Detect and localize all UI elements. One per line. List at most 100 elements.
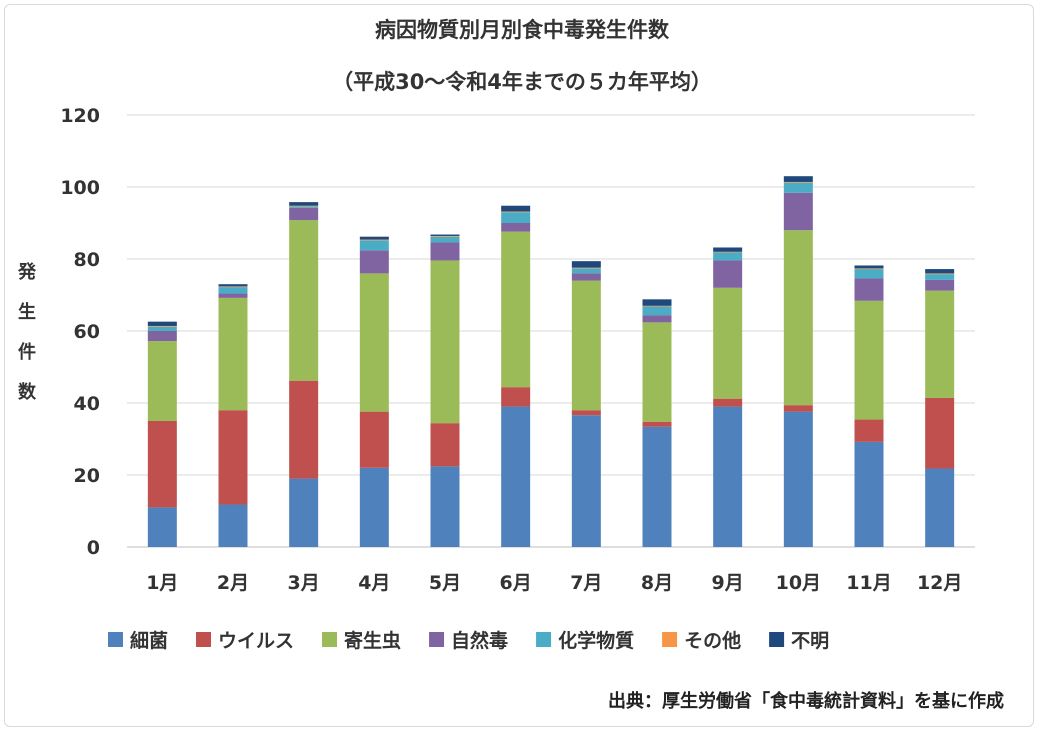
bar-segment <box>501 211 531 213</box>
bar-segment <box>501 406 531 547</box>
bar-segment <box>218 297 248 411</box>
bar-segment <box>783 405 813 412</box>
bar-segment <box>783 182 813 193</box>
bar-segment <box>713 260 743 288</box>
bar-segment <box>854 265 884 269</box>
bars <box>147 176 955 547</box>
bar-segment <box>571 267 601 269</box>
bar-segment <box>289 205 319 207</box>
bar-segment <box>289 478 319 547</box>
y-tick-label: 120 <box>60 105 100 127</box>
bar-segment <box>147 507 177 547</box>
bar-segment <box>571 410 601 416</box>
bar-segment <box>713 252 743 261</box>
legend-swatch <box>536 632 552 647</box>
chart-subtitle: （平成30～令和4年までの５カ年平均） <box>332 70 712 94</box>
legend-swatch <box>769 632 785 647</box>
bar-segment <box>218 293 248 298</box>
bar-segment <box>359 240 389 251</box>
legend-label: 化学物質 <box>558 629 634 652</box>
legend-label: ウイルス <box>218 630 294 652</box>
bar-segment <box>359 236 389 240</box>
y-tick-label: 40 <box>74 393 100 415</box>
x-tick-label: 9月 <box>712 572 744 594</box>
bar-segment <box>783 230 813 406</box>
bar-segment <box>289 380 319 479</box>
bar-segment <box>854 441 884 547</box>
x-tick-label: 2月 <box>217 572 249 594</box>
bar-segment <box>218 284 248 287</box>
bar-segment <box>289 202 319 206</box>
bar-segment <box>642 322 672 422</box>
bar-segment <box>642 315 672 323</box>
bar-segment <box>571 415 601 547</box>
bar-segment <box>147 326 177 331</box>
chart-title: 病因物質別月別食中毒発生件数 <box>375 18 670 42</box>
bar-segment <box>359 411 389 468</box>
bar-segment <box>713 406 743 547</box>
bar-segment <box>925 269 955 274</box>
legend-label: その他 <box>684 629 741 652</box>
bar-segment <box>925 397 955 469</box>
bar-segment <box>854 300 884 420</box>
bar-segment <box>218 286 248 288</box>
legend-label: 寄生虫 <box>344 629 401 652</box>
chart-frame <box>4 4 1034 727</box>
bar-segment <box>854 268 884 270</box>
y-tick-label: 0 <box>87 537 100 559</box>
bar-segment <box>501 205 531 212</box>
x-tick-label: 5月 <box>429 572 461 594</box>
y-axis-label-char: 発 <box>17 261 37 283</box>
bar-segment <box>642 426 672 547</box>
bar-segment <box>359 250 389 274</box>
source-note: 出典：厚生労働省「食中毒統計資料」を基に作成 <box>608 690 1004 712</box>
legend-label: 細菌 <box>130 629 168 652</box>
y-axis-label: 発 生 件 数 <box>17 261 37 403</box>
bar-segment <box>713 398 743 407</box>
bar-segment <box>147 331 177 342</box>
bar-segment <box>147 421 177 508</box>
bar-segment <box>501 231 531 388</box>
bar-segment <box>783 192 813 231</box>
bar-segment <box>642 306 672 316</box>
bar-segment <box>642 299 672 306</box>
bar-segment <box>289 207 319 221</box>
legend-label: 自然毒 <box>451 629 508 652</box>
legend: 細菌 ウイルス 寄生虫 自然毒 化学物質 その他 不明 <box>108 629 829 652</box>
bar-segment <box>854 269 884 279</box>
bar-segment <box>430 234 460 236</box>
bar-segment <box>430 260 460 424</box>
bar-segment <box>501 212 531 223</box>
bar-segment <box>783 181 813 183</box>
bar-segment <box>925 279 955 291</box>
bar-segment <box>147 321 177 326</box>
bar-segment <box>430 242 460 261</box>
bar-segment <box>430 466 460 547</box>
x-tick-label: 11月 <box>846 572 891 594</box>
bar-segment <box>571 273 601 281</box>
bar-segment <box>642 421 672 427</box>
bar-segment <box>359 467 389 547</box>
bar-segment <box>783 176 813 182</box>
y-tick-label: 80 <box>74 249 100 271</box>
x-tick-label: 1月 <box>146 572 178 594</box>
x-tick-label: 7月 <box>570 572 602 594</box>
y-tick-label: 60 <box>74 321 100 343</box>
bar-segment <box>783 411 813 547</box>
legend-swatch <box>196 632 212 647</box>
bar-segment <box>854 419 884 442</box>
bar-segment <box>571 261 601 268</box>
bar-segment <box>925 274 955 280</box>
bar-segment <box>501 223 531 232</box>
bar-segment <box>430 423 460 467</box>
y-tick-label: 20 <box>74 465 100 487</box>
y-tick-label: 100 <box>60 177 100 199</box>
y-axis-label-char: 生 <box>18 301 36 323</box>
x-tick-label: 4月 <box>358 572 390 594</box>
x-tick-label: 8月 <box>641 572 673 594</box>
bar-segment <box>359 239 389 241</box>
bar-segment <box>289 220 319 381</box>
legend-label: 不明 <box>791 630 829 652</box>
bar-segment <box>218 410 248 505</box>
